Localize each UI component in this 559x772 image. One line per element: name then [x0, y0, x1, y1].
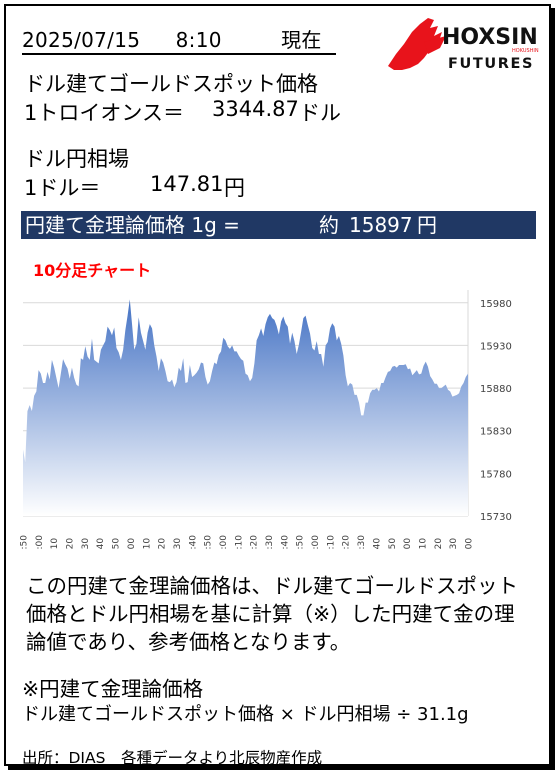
hoxsin-logo: HOXSIN HOKUSHIN FUTURES [388, 18, 539, 72]
y-tick-label: 15830 [480, 427, 512, 438]
x-tick-label: 15:20 [250, 535, 260, 550]
fx-rate: 147.81 [150, 172, 224, 196]
description-line-1: この円建て金理論価格は、ドル建てゴールドスポット [26, 574, 518, 598]
card-shadow-bottom [8, 766, 555, 770]
x-tick-label: 8:20 [158, 538, 168, 550]
logo-futures: FUTURES [448, 56, 534, 72]
x-tick-label: 1:20 [66, 538, 76, 550]
x-tick-label: 6:00 [127, 538, 137, 550]
y-tick-label: 15980 [480, 299, 512, 310]
theory-price-bar: 円建て金理論価格 1g = 約 15897 円 [21, 211, 536, 239]
price-area [23, 299, 468, 516]
x-tick-label: 7:10 [142, 538, 152, 550]
x-tick-label: 21:50 [20, 535, 30, 550]
description-line-2: 価格とドル円相場を基に計算（※）した円建て金の理 [26, 602, 515, 626]
x-tick-label: 8:00 [465, 538, 475, 550]
formula-text: ドル建てゴールドスポット価格 × ドル円相場 ÷ 31.1g [22, 704, 469, 725]
price-chart: 15730 15780 15830 15880 15930 15980 21:50 23:0… [20, 290, 512, 550]
x-tick-label: 11:50 [204, 535, 214, 550]
logo-name: HOXSIN [442, 25, 538, 50]
theory-value: 15897 [349, 213, 413, 237]
x-tick-label: 5:20 [434, 538, 444, 550]
y-tick-label: 15930 [480, 341, 512, 352]
x-tick-label: 1:50 [388, 538, 398, 550]
x-tick-label: 23:00 [35, 535, 45, 550]
fx-label: ドル円相場 [24, 147, 129, 171]
datetime-header: 2025/07/15 8:10 現在 [22, 24, 336, 55]
y-tick-label: 15780 [480, 469, 512, 480]
fx-currency: 円 [224, 176, 245, 200]
x-tick-label: 3:40 [96, 538, 106, 550]
y-axis-ticks: 15730 15780 15830 15880 15930 15980 [480, 299, 512, 523]
gold-unit-label: 1トロイオンス＝ [24, 101, 184, 125]
logo-sub: HOKUSHIN [512, 48, 539, 54]
x-tick-label: 4:10 [418, 538, 428, 550]
gold-label: ドル建てゴールドスポット価格 [24, 72, 318, 96]
x-tick-label: 17:40 [280, 535, 290, 550]
x-tick-label: 21:10 [326, 535, 336, 550]
x-tick-label: 16:30 [265, 535, 275, 550]
chart-title: 10分足チャート [33, 261, 152, 280]
x-tick-label: 6:30 [449, 538, 459, 550]
x-tick-label: 3:00 [403, 538, 413, 550]
x-tick-label: 0:10 [50, 538, 60, 550]
x-tick-label: 13:00 [219, 535, 229, 550]
x-axis-ticks: 21:50 23:00 0:10 1:20 2:30 3:40 4:50 6:00 7:10 8:… [20, 535, 475, 550]
fx-unit-label: 1ドル＝ [24, 176, 101, 200]
y-tick-label: 15730 [480, 512, 512, 523]
x-tick-label: 14:10 [234, 535, 244, 550]
date-text: 2025/07/15 [22, 28, 141, 52]
now-text: 現在 [281, 28, 322, 52]
x-tick-label: 18:50 [296, 535, 306, 550]
x-tick-label: 2:30 [81, 538, 91, 550]
x-tick-label: 10:40 [188, 535, 198, 550]
theory-label: 円建て金理論価格 1g = [25, 213, 240, 237]
x-tick-label: 0:40 [372, 538, 382, 550]
card-shadow-right [551, 8, 555, 770]
logo-swoosh-icon [388, 18, 442, 70]
x-tick-label: 9:30 [173, 538, 183, 550]
theory-approx: 約 [319, 213, 339, 237]
logo-tail-icon [424, 36, 446, 54]
time-text: 8:10 [175, 28, 222, 52]
x-tick-label: 20:00 [311, 535, 321, 550]
x-tick-label: 23:30 [357, 535, 367, 550]
gold-price: 3344.87 [212, 97, 299, 121]
source-text: 出所：DIAS 各種データより北辰物産作成 [22, 749, 323, 767]
formula-title: ※円建て金理論価格 [22, 677, 204, 701]
card-frame [4, 4, 551, 766]
gold-currency: ドル [299, 101, 341, 125]
description-line-3: 論値であり、参考価格となります。 [26, 630, 351, 654]
theory-currency: 円 [417, 213, 437, 237]
y-tick-label: 15880 [480, 384, 512, 395]
x-tick-label: 22:20 [342, 535, 352, 550]
x-tick-label: 4:50 [112, 538, 122, 550]
